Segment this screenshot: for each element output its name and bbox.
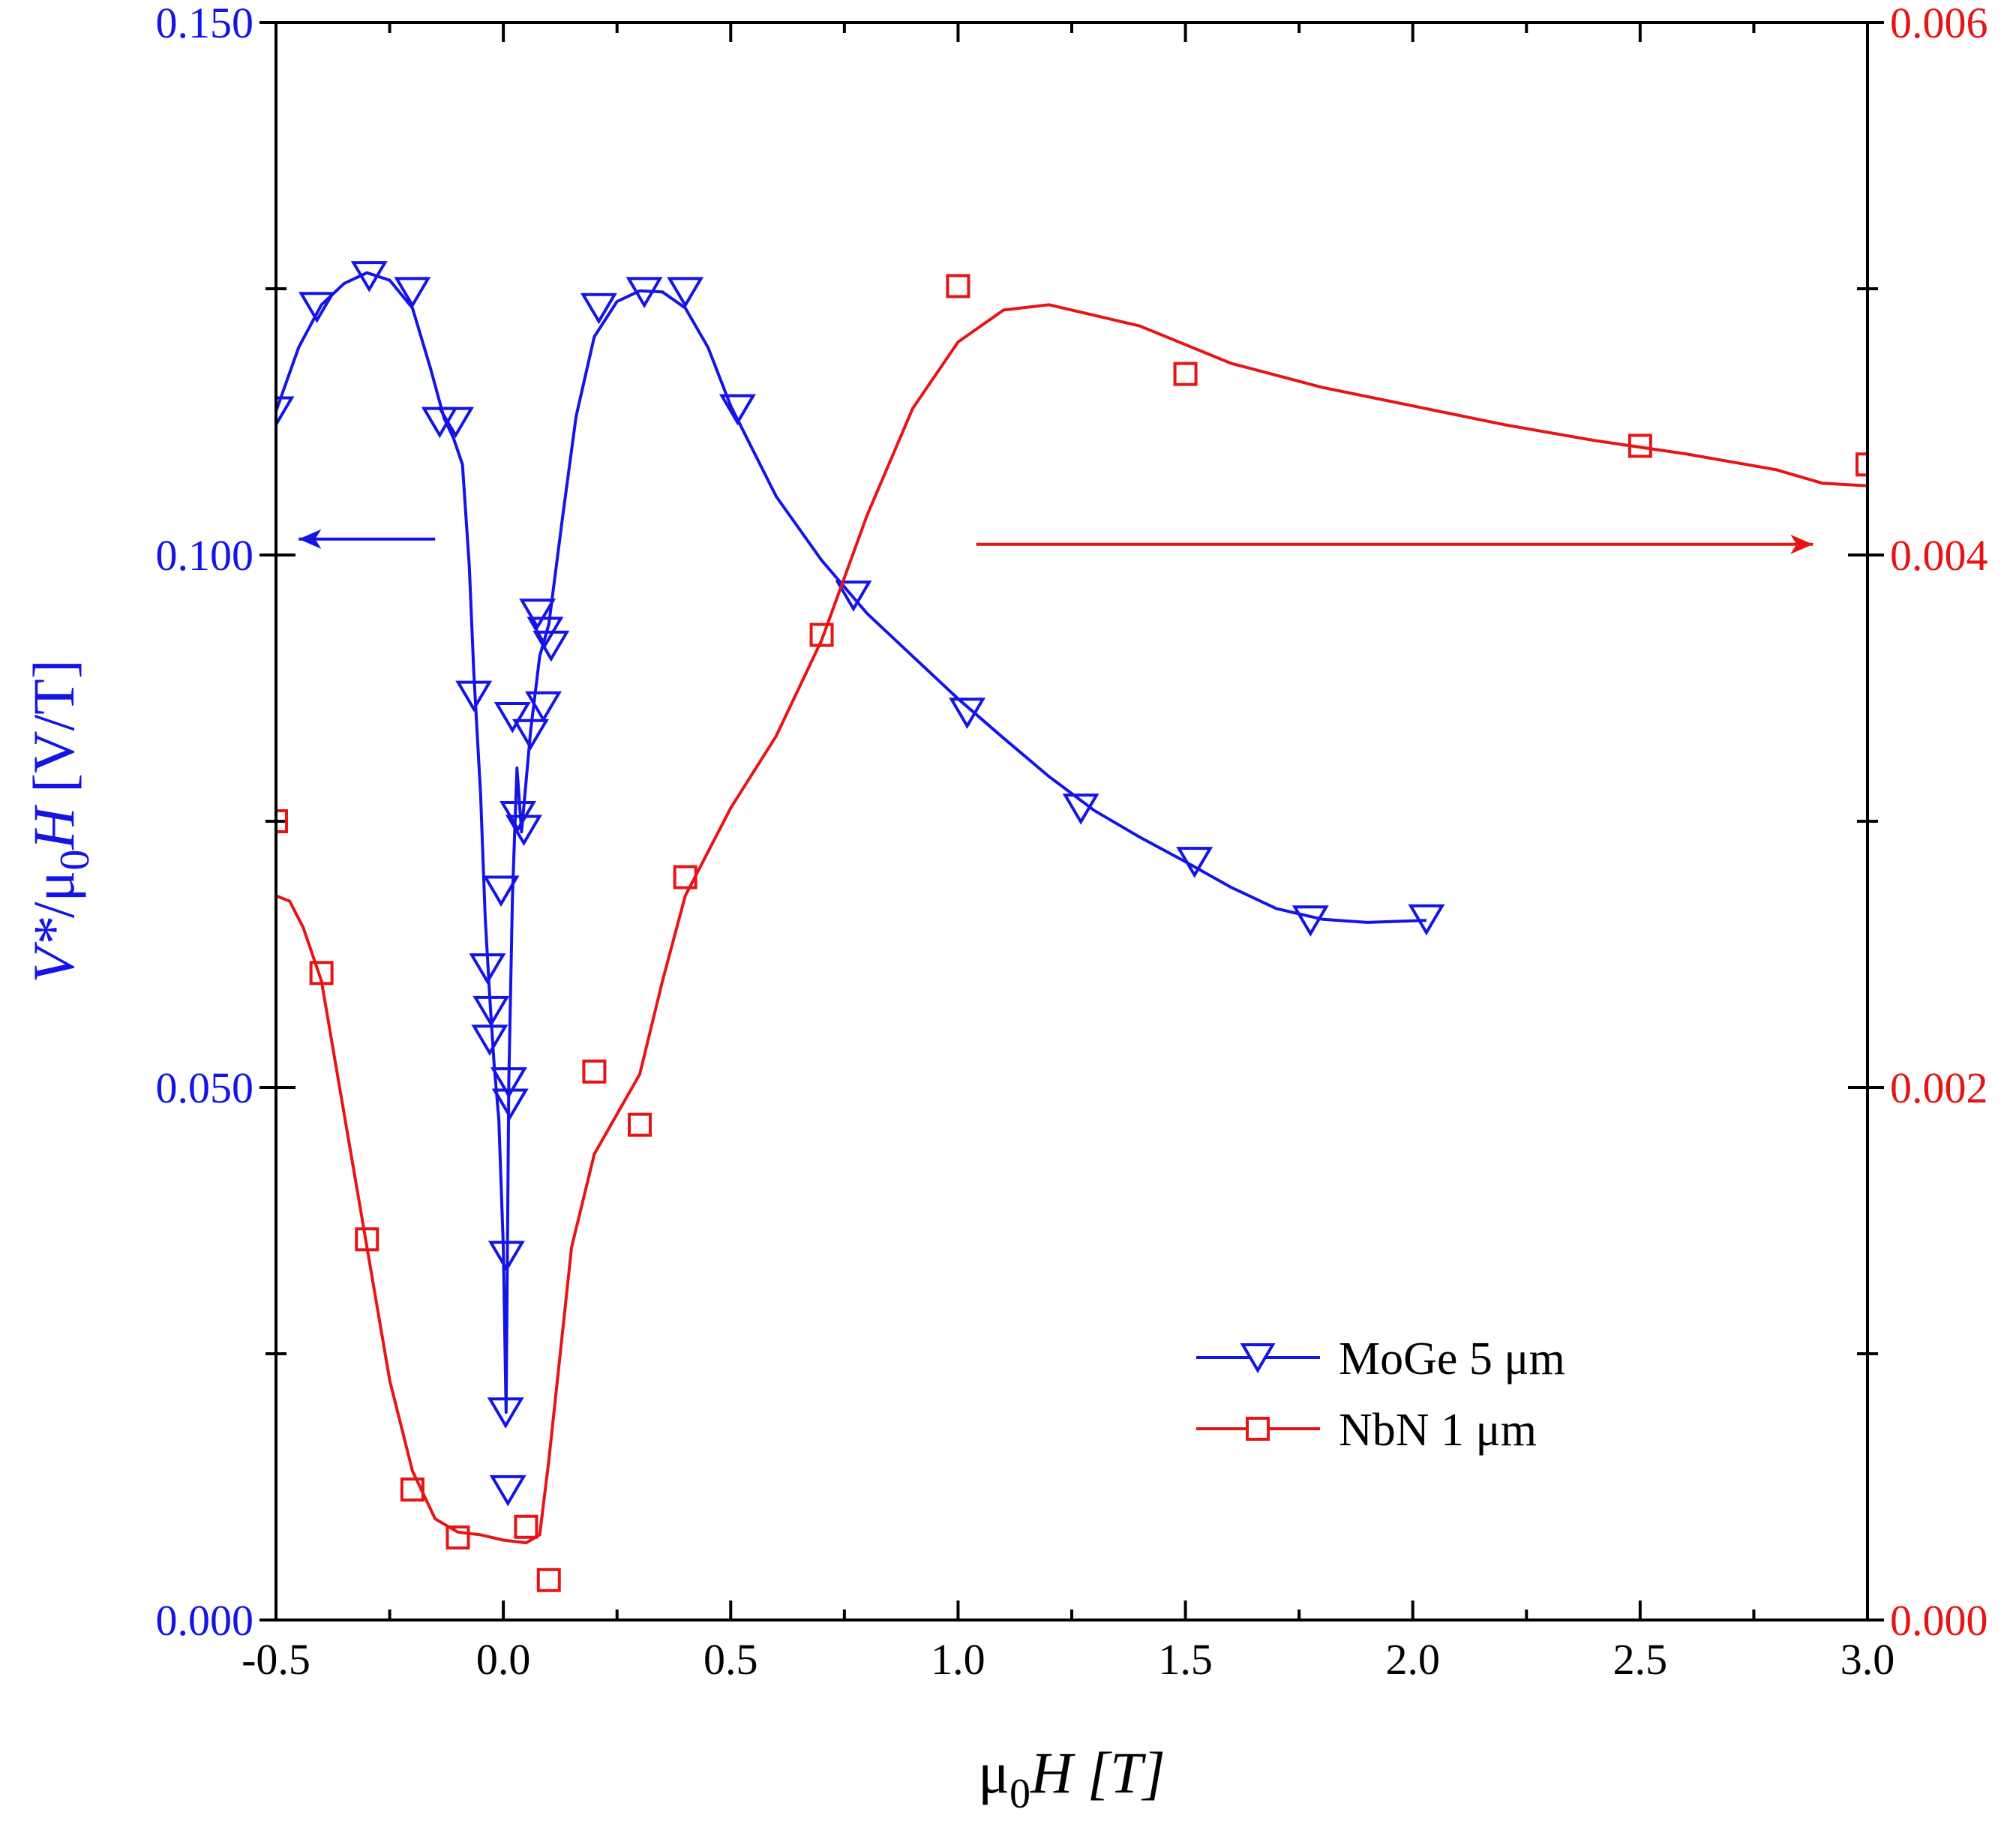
arrow-head xyxy=(1790,534,1814,554)
data-point-square xyxy=(628,1112,652,1137)
data-point-triangle xyxy=(298,292,336,323)
data-point-triangle xyxy=(505,814,542,847)
data-point-triangle xyxy=(626,277,663,309)
data-point-square xyxy=(400,1478,424,1502)
data-point-square xyxy=(1856,452,1868,477)
y-right-tick-label: 0.004 xyxy=(1890,531,1988,580)
data-point-square xyxy=(536,1568,561,1592)
data-point-triangle xyxy=(835,580,872,612)
data-point-square xyxy=(446,1525,470,1550)
data-point-triangle xyxy=(667,277,704,309)
data-point-triangle xyxy=(1408,904,1445,936)
data-point-square xyxy=(809,622,834,647)
x-tick-label: 2.5 xyxy=(1613,1635,1668,1684)
data-point-square xyxy=(1628,434,1652,458)
x-axis-title: μ0H [T] xyxy=(978,1740,1166,1817)
data-point-triangle xyxy=(1176,847,1214,878)
y-left-tick-label: 0.000 xyxy=(156,1596,254,1645)
right-axis-arrow xyxy=(976,534,1814,554)
data-point-triangle xyxy=(1062,794,1100,825)
data-point-triangle xyxy=(482,875,520,908)
y-right-tick-label: 0.006 xyxy=(1890,0,1988,47)
arrow-head xyxy=(298,529,322,549)
data-point-triangle xyxy=(471,1024,508,1056)
data-point-square xyxy=(673,865,698,890)
x-tick-label: -0.5 xyxy=(242,1635,310,1684)
data-point-triangle xyxy=(524,691,562,723)
data-point-triangle xyxy=(532,630,570,662)
y-left-tick-label: 0.150 xyxy=(156,0,254,47)
data-point-triangle xyxy=(455,680,493,712)
data-point-triangle xyxy=(394,277,431,309)
series-moge xyxy=(276,261,1445,1507)
legend: MoGe 5 μm NbN 1 μm xyxy=(1196,1334,1565,1456)
legend-marker-triangle xyxy=(1240,1343,1276,1373)
data-point-triangle xyxy=(490,1067,527,1099)
legend-item-nbn: NbN 1 μm xyxy=(1196,1405,1537,1456)
data-point-triangle xyxy=(491,1088,529,1120)
data-point-triangle xyxy=(949,698,986,729)
data-point-triangle xyxy=(512,718,550,751)
left-axis-arrow xyxy=(298,529,436,549)
series-fit-line xyxy=(276,303,1868,1545)
data-point-triangle xyxy=(276,396,295,428)
legend-item-moge: MoGe 5 μm xyxy=(1196,1334,1565,1384)
x-tick-label: 0.5 xyxy=(704,1635,758,1684)
legend-marker-square xyxy=(1246,1417,1270,1441)
axis-arrows-group xyxy=(298,529,1814,554)
y-axis-title-left: V*/μ0H [V/T] xyxy=(21,659,98,983)
data-point-triangle xyxy=(494,701,531,734)
y-right-tick-label: 0.002 xyxy=(1890,1064,1988,1112)
data-point-triangle xyxy=(472,995,510,1028)
x-tick-label: 0.0 xyxy=(476,1635,531,1684)
legend-label: MoGe 5 μm xyxy=(1339,1334,1565,1384)
data-point-triangle xyxy=(519,598,556,630)
tick-marks-group xyxy=(260,21,1884,1622)
series-nbn xyxy=(276,274,1868,1592)
data-point-triangle xyxy=(488,1240,525,1273)
data-point-square xyxy=(309,961,334,986)
data-point-triangle xyxy=(350,261,388,292)
data-point-triangle xyxy=(718,394,756,426)
tick-labels-group: -0.5 0.0 0.5 1.0 1.5 2.0 2.5 3.00.0000.0500.100… xyxy=(156,0,1988,1684)
x-tick-label: 3.0 xyxy=(1840,1635,1895,1684)
data-point-square xyxy=(946,274,970,298)
x-tick-label: 1.5 xyxy=(1158,1635,1213,1684)
legend-label: NbN 1 μm xyxy=(1339,1405,1537,1456)
y-left-tick-label: 0.050 xyxy=(156,1064,254,1112)
x-tick-label: 1.0 xyxy=(931,1635,986,1684)
data-point-triangle xyxy=(489,1474,526,1507)
x-tick-label: 2.0 xyxy=(1385,1635,1440,1684)
data-point-triangle xyxy=(469,953,506,985)
y-left-tick-label: 0.100 xyxy=(156,531,254,580)
data-point-square xyxy=(582,1059,607,1084)
data-point-triangle xyxy=(436,406,474,439)
data-point-triangle xyxy=(1292,905,1329,937)
data-point-square xyxy=(276,809,288,833)
data-point-square xyxy=(1173,362,1198,386)
data-point-square xyxy=(514,1514,538,1539)
data-point-triangle xyxy=(580,292,617,325)
data-point-triangle xyxy=(487,1397,524,1429)
data-point-square xyxy=(355,1227,380,1252)
y-right-tick-label: 0.000 xyxy=(1890,1596,1988,1645)
series-layer xyxy=(276,261,1868,1592)
plot-frame xyxy=(274,21,1869,1622)
